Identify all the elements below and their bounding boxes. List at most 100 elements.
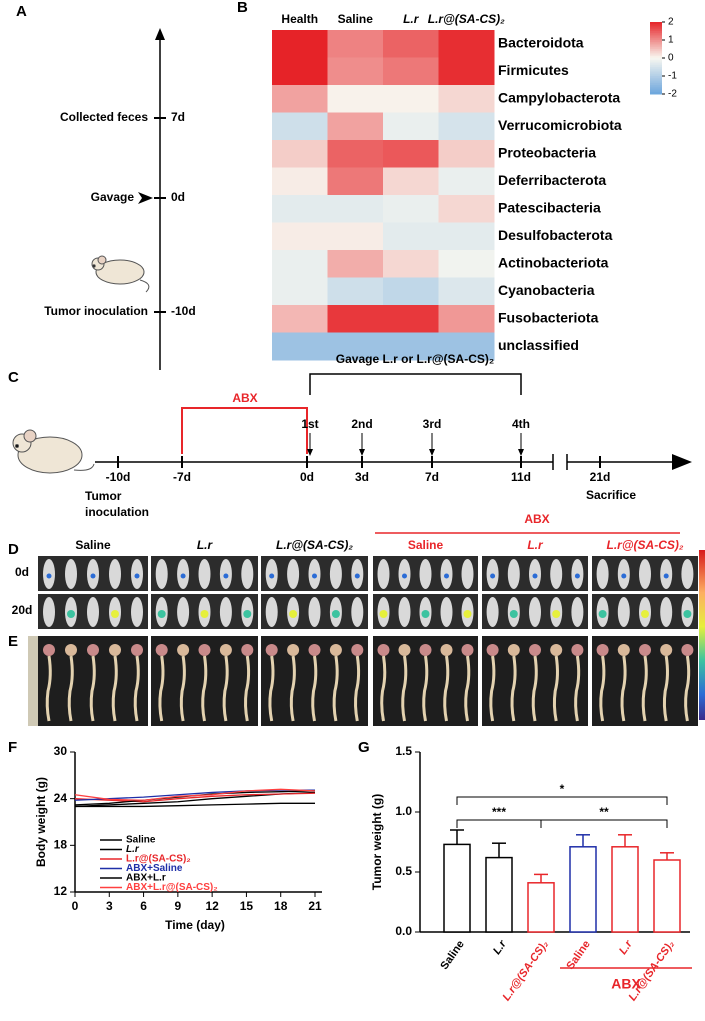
cecum [155,644,168,656]
mouse-silhouette [198,559,211,589]
colorbar-step [650,65,662,68]
row-label: unclassified [498,337,579,353]
y-axis-label: Tumor weight (g) [370,794,384,890]
heatmap-cell [327,167,384,196]
colorbar-step [650,50,662,54]
colorbar-step [650,58,662,61]
colorbar-step [650,88,662,91]
mouse-silhouette [177,597,190,627]
mouse-silhouette [461,559,474,589]
colon [201,655,208,722]
x-tick-label: L.r@(SA-CS)₂ [627,939,677,1004]
cecum [507,644,520,656]
colorbar-step [650,41,662,45]
x-tick-label: 12 [205,899,219,913]
mouse-silhouette [639,559,651,589]
heatmap-cell [438,305,495,333]
colon [531,655,538,722]
x-tick-label: 21 [308,899,322,913]
mouse-silhouette [329,559,342,589]
colon [422,655,429,722]
colon [489,655,496,722]
ruler [28,636,38,726]
cecum [639,644,651,656]
colorbar-step [650,54,662,57]
abx-label: ABX [611,976,641,992]
start-label: inoculation [85,505,149,519]
colorbar-step [650,38,662,41]
row-label: Firmicutes [498,62,569,78]
x-tick-label: 15 [240,899,254,913]
colorbar-step [650,36,662,39]
day-label: -10d [171,304,196,318]
x-tick-label: 3 [106,899,113,913]
heatmap-cell [272,112,328,141]
panel-label: C [8,369,19,386]
signal [354,573,360,579]
signal [134,573,140,579]
colorbar-step [650,22,662,25]
heatmap-cell [383,250,439,278]
significance-label: * [560,782,565,796]
signal [243,610,252,618]
mouse-silhouette [507,559,520,589]
column-label: Saline [338,12,374,26]
colorbar-step [650,92,662,95]
cecum [660,644,673,656]
heatmap-cell [272,250,328,278]
bar [485,856,513,933]
signal [90,573,96,579]
heatmap-cell [272,57,328,86]
panel-label: F [8,739,17,756]
cecum [219,644,232,656]
colon [289,655,296,722]
row-label: Verrucomicrobiota [498,117,622,133]
legend-label: L.r [126,844,140,855]
colon [464,655,471,722]
colorbar-step [650,29,662,32]
y-tick-label: 24 [54,791,68,805]
colon [133,655,140,722]
heatmap-cell [272,277,328,306]
signal [46,573,52,579]
signal [180,573,186,579]
heatmap-cell [438,250,495,278]
cecum [351,644,364,656]
heatmap-cell [327,195,384,223]
heatmap-cell [272,195,328,223]
y-tick-label: 12 [54,884,68,898]
colon [89,655,96,722]
heatmap-cell [327,277,384,306]
row-label: Desulfobacterota [498,227,613,243]
row-label: 20d [12,603,33,617]
colorbar-step [650,81,662,84]
cecum [87,644,99,656]
cecum [329,644,342,656]
colon [401,655,408,722]
colon [662,655,669,722]
cecum [681,644,694,656]
mouse-silhouette [351,597,364,627]
start-label: Tumor [85,489,122,503]
colorbar-step [650,23,662,27]
heatmap-cell [327,222,384,251]
signal [641,610,649,618]
y-tick-label: 18 [54,838,68,852]
mouse-silhouette [377,559,390,589]
signal [269,573,275,579]
row-label: Fusobacteriota [498,309,599,325]
mouse-silhouette [87,597,99,627]
heatmap-cell [327,305,384,333]
signal [312,573,317,579]
cecum [529,644,541,656]
mouse-icon [12,429,95,474]
colorbar-step [650,70,662,73]
cecum [287,644,300,656]
heatmap-cell [327,332,384,361]
row-label: Cyanobacteria [498,282,595,298]
cecum [131,644,143,656]
colon [222,655,229,722]
signal [463,610,472,618]
cecum [617,644,630,656]
arrow-head [359,449,365,456]
